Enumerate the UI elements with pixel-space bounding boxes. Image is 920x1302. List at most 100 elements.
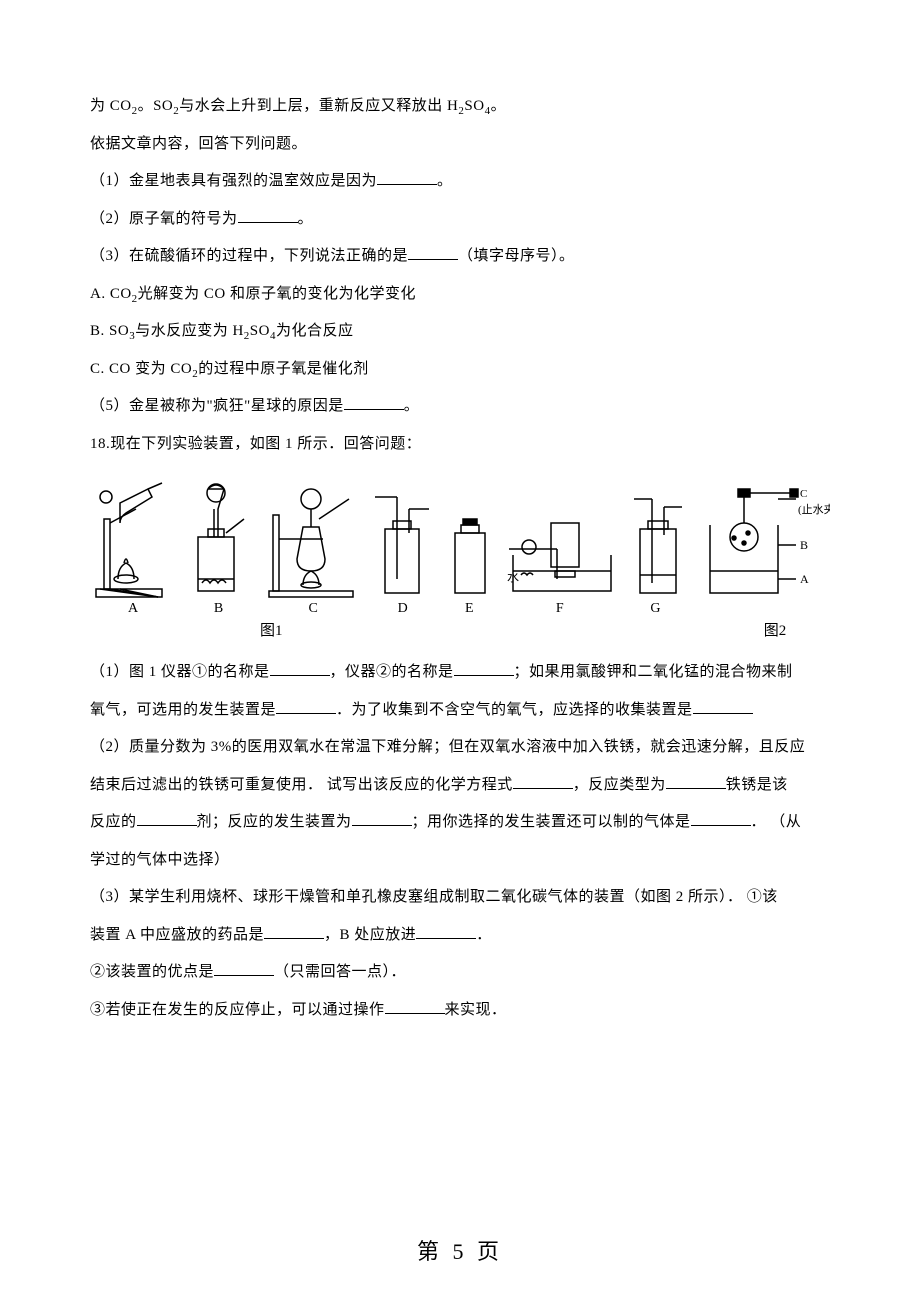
text: 学过的气体中选择） xyxy=(90,852,230,868)
text: （填字母序号）。 xyxy=(458,248,575,264)
text: 。 xyxy=(491,98,507,114)
text: ．为了收集到不含空气的氧气，应选择的收集装置是 xyxy=(336,702,693,718)
figure-row: 水 C (止水夹) B A xyxy=(90,469,830,599)
question-line: 氧气，可选用的发生装置是 ．为了收集到不含空气的氧气，应选择的收集装置是 xyxy=(90,692,830,730)
fill-blank[interactable] xyxy=(264,923,324,939)
fill-blank[interactable] xyxy=(513,773,573,789)
text: ，反应类型为 xyxy=(573,777,666,793)
figure-label: B xyxy=(183,601,255,617)
text: C. CO 变为 CO xyxy=(90,361,192,377)
page: 为 CO2。SO2与水会上升到上层，重新反应又释放出 H2SO4。 依据文章内容… xyxy=(0,0,920,1302)
page-number: 第 5 页 xyxy=(417,1239,503,1264)
text: ②该装置的优点是 xyxy=(90,964,214,980)
text: 与水反应变为 H xyxy=(135,323,244,339)
question-line: （3）某学生利用烧杯、球形干燥管和单孔橡皮塞组成制取二氧化碳气体的装置（如图 2… xyxy=(90,879,830,917)
text: ；如果用氯酸钾和二氧化锰的混合物来制 xyxy=(514,664,793,680)
fill-blank[interactable] xyxy=(693,698,753,714)
apparatus-a-icon xyxy=(90,479,168,599)
text: 光解变为 CO 和原子氧的变化为化学变化 xyxy=(138,286,416,302)
question-line: （1）图 1 仪器①的名称是，仪器②的名称是；如果用氯酸钾和二氧化锰的混合物来制 xyxy=(90,654,830,692)
text: （2）原子氧的符号为 xyxy=(90,211,238,227)
text: ；用你选择的发生装置还可以制的气体是 xyxy=(412,814,691,830)
question-heading: 18.现在下列实验装置，如图 1 所示．回答问题： xyxy=(90,426,830,464)
text: B. SO xyxy=(90,323,129,339)
figure-label xyxy=(696,601,826,617)
text: ． xyxy=(476,927,492,943)
apparatus-b-icon xyxy=(180,479,252,599)
text: （只需回答一点）． xyxy=(274,964,406,980)
apparatus-c-icon xyxy=(263,479,359,599)
text: SO xyxy=(250,323,270,339)
option-line: C. CO 变为 CO2的过程中原子氧是催化剂 xyxy=(90,351,830,389)
question-line: （2）原子氧的符号为。 xyxy=(90,201,830,239)
text: 的过程中原子氧是催化剂 xyxy=(198,361,369,377)
fill-blank[interactable] xyxy=(385,998,445,1014)
figure-label-row: A B C D E F G xyxy=(90,601,830,617)
fill-blank[interactable] xyxy=(377,169,437,185)
figure-caption: 图1 xyxy=(260,619,283,640)
fill-blank[interactable] xyxy=(666,773,726,789)
fill-blank[interactable] xyxy=(691,810,751,826)
text: SO xyxy=(464,98,484,114)
question-line: 结束后过滤出的铁锈可重复使用． 试写出该反应的化学方程式 ，反应类型为 铁锈是该 xyxy=(90,767,830,805)
text: 装置 A 中应盛放的药品是 xyxy=(90,927,264,943)
text: A. CO xyxy=(90,286,132,302)
apparatus-e-icon xyxy=(445,499,495,599)
text: 来实现． xyxy=(445,1002,507,1018)
option-line: B. SO3与水反应变为 H2SO4为化合反应 xyxy=(90,313,830,351)
svg-text:A: A xyxy=(800,572,809,586)
text: ，仪器②的名称是 xyxy=(330,664,454,680)
question-line: （5）金星被称为"疯狂"星球的原因是。 xyxy=(90,388,830,426)
question-line: （1）金星地表具有强烈的温室效应是因为。 xyxy=(90,163,830,201)
text: 与水会上升到上层，重新反应又释放出 H xyxy=(179,98,458,114)
paragraph-line: 依据文章内容，回答下列问题。 xyxy=(90,126,830,164)
fill-blank[interactable] xyxy=(408,244,458,260)
question-line: ②该装置的优点是 （只需回答一点）． xyxy=(90,954,830,992)
svg-text:(止水夹): (止水夹) xyxy=(798,503,830,516)
question-line: ③若使正在发生的反应停止，可以通过操作 来实现． xyxy=(90,992,830,1030)
text: 反应的 xyxy=(90,814,137,830)
figure-caption: 图2 xyxy=(720,619,830,640)
text: 依据文章内容，回答下列问题。 xyxy=(90,136,307,152)
text: 为 CO xyxy=(90,98,132,114)
fill-blank[interactable] xyxy=(276,698,336,714)
question-line: （3）在硫酸循环的过程中，下列说法正确的是（填字母序号）。 xyxy=(90,238,830,276)
fill-blank[interactable] xyxy=(454,660,514,676)
text: 为化合反应 xyxy=(276,323,354,339)
text: ，B 处应放进 xyxy=(324,927,416,943)
text: 氧气，可选用的发生装置是 xyxy=(90,702,276,718)
fill-blank[interactable] xyxy=(416,923,476,939)
page-footer: 第 5 页 xyxy=(0,1234,920,1266)
text: 剂；反应的发生装置为 xyxy=(197,814,352,830)
fill-blank[interactable] xyxy=(270,660,330,676)
figure-label: D xyxy=(372,601,434,617)
text: （1）金星地表具有强烈的温室效应是因为 xyxy=(90,173,377,189)
fill-blank[interactable] xyxy=(238,207,298,223)
figure-label: F xyxy=(505,601,615,617)
text: 铁锈是该 xyxy=(726,777,788,793)
text: （3）某学生利用烧杯、球形干燥管和单孔橡皮塞组成制取二氧化碳气体的装置（如图 2… xyxy=(90,889,778,905)
figure-caption-row: 图1 图2 xyxy=(90,619,830,640)
question-line: 装置 A 中应盛放的药品是 ，B 处应放进 ． xyxy=(90,917,830,955)
svg-text:水: 水 xyxy=(507,570,519,584)
apparatus-g-icon xyxy=(628,489,688,599)
text: 。SO xyxy=(138,98,174,114)
svg-text:B: B xyxy=(800,538,808,552)
apparatus-fig2-icon: C (止水夹) B A xyxy=(700,475,830,599)
question-line: （2）质量分数为 3%的医用双氧水在常温下难分解；但在双氧水溶液中加入铁锈，就会… xyxy=(90,729,830,767)
figure-label: C xyxy=(265,601,361,617)
text: （5）金星被称为"疯狂"星球的原因是 xyxy=(90,398,344,414)
question-line: 学过的气体中选择） xyxy=(90,842,830,880)
text: ③若使正在发生的反应停止，可以通过操作 xyxy=(90,1002,385,1018)
option-line: A. CO2光解变为 CO 和原子氧的变化为化学变化 xyxy=(90,276,830,314)
figure-label: E xyxy=(444,601,494,617)
fill-blank[interactable] xyxy=(214,960,274,976)
text: 结束后过滤出的铁锈可重复使用． 试写出该反应的化学方程式 xyxy=(90,777,513,793)
text: 18.现在下列实验装置，如图 1 所示．回答问题： xyxy=(90,436,421,452)
fill-blank[interactable] xyxy=(137,810,197,826)
fill-blank[interactable] xyxy=(344,394,404,410)
text: （2）质量分数为 3%的医用双氧水在常温下难分解；但在双氧水溶液中加入铁锈，就会… xyxy=(90,739,805,755)
paragraph-line: 为 CO2。SO2与水会上升到上层，重新反应又释放出 H2SO4。 xyxy=(90,88,830,126)
text: ． （从 xyxy=(751,814,802,830)
fill-blank[interactable] xyxy=(352,810,412,826)
